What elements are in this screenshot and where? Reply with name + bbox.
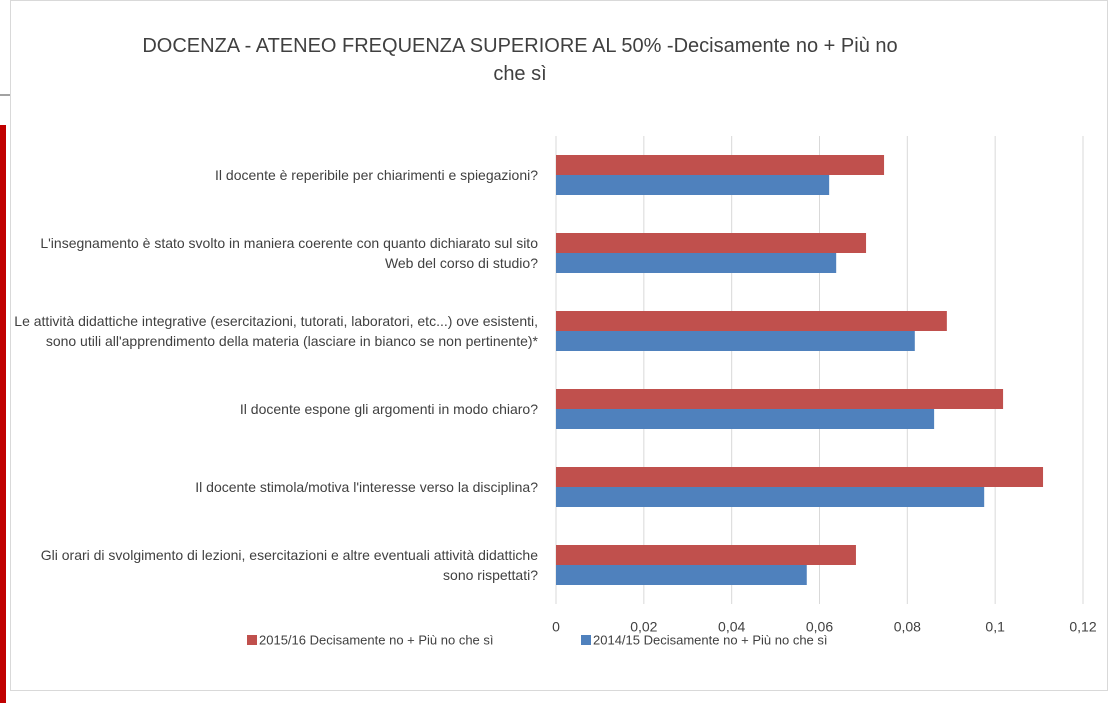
x-tick-label: 0,12 — [1069, 619, 1096, 635]
x-tick-label: 0,06 — [806, 619, 833, 635]
bar — [556, 487, 985, 507]
x-tick-label: 0 — [552, 619, 560, 635]
y-tick-label: Il docente espone gli argomenti in modo … — [239, 401, 538, 417]
bar — [556, 467, 1044, 487]
legend-swatch — [247, 635, 257, 645]
bar — [556, 253, 837, 273]
bar — [556, 233, 867, 253]
legend-label: 2014/15 Decisamente no + Più no che sì — [593, 632, 828, 647]
legend-swatch — [581, 635, 591, 645]
legend-label: 2015/16 Decisamente no + Più no che sì — [259, 632, 494, 647]
bar — [556, 155, 885, 175]
bar — [556, 409, 935, 429]
x-tick-label: 0,1 — [985, 619, 1005, 635]
x-tick-label: 0,08 — [894, 619, 921, 635]
x-tick-label: 0,04 — [718, 619, 745, 635]
bar — [556, 331, 915, 351]
y-tick-label: Il docente è reperibile per chiarimenti … — [215, 167, 538, 183]
bar — [556, 389, 1004, 409]
chart-title: DOCENZA - ATENEO FREQUENZA SUPERIORE AL … — [142, 35, 898, 85]
y-tick-label: L'insegnamento è stato svolto in maniera… — [40, 235, 538, 271]
sheet-edge — [0, 125, 6, 703]
bar — [556, 545, 856, 565]
x-tick-label: 0,02 — [630, 619, 657, 635]
bar — [556, 175, 830, 195]
y-tick-label: Il docente stimola/motiva l'interesse ve… — [195, 479, 538, 495]
bar — [556, 565, 807, 585]
y-tick-label: Le attività didattiche integrative (eser… — [14, 313, 538, 349]
y-tick-label: Gli orari di svolgimento di lezioni, ese… — [40, 547, 538, 583]
bar — [556, 311, 947, 331]
